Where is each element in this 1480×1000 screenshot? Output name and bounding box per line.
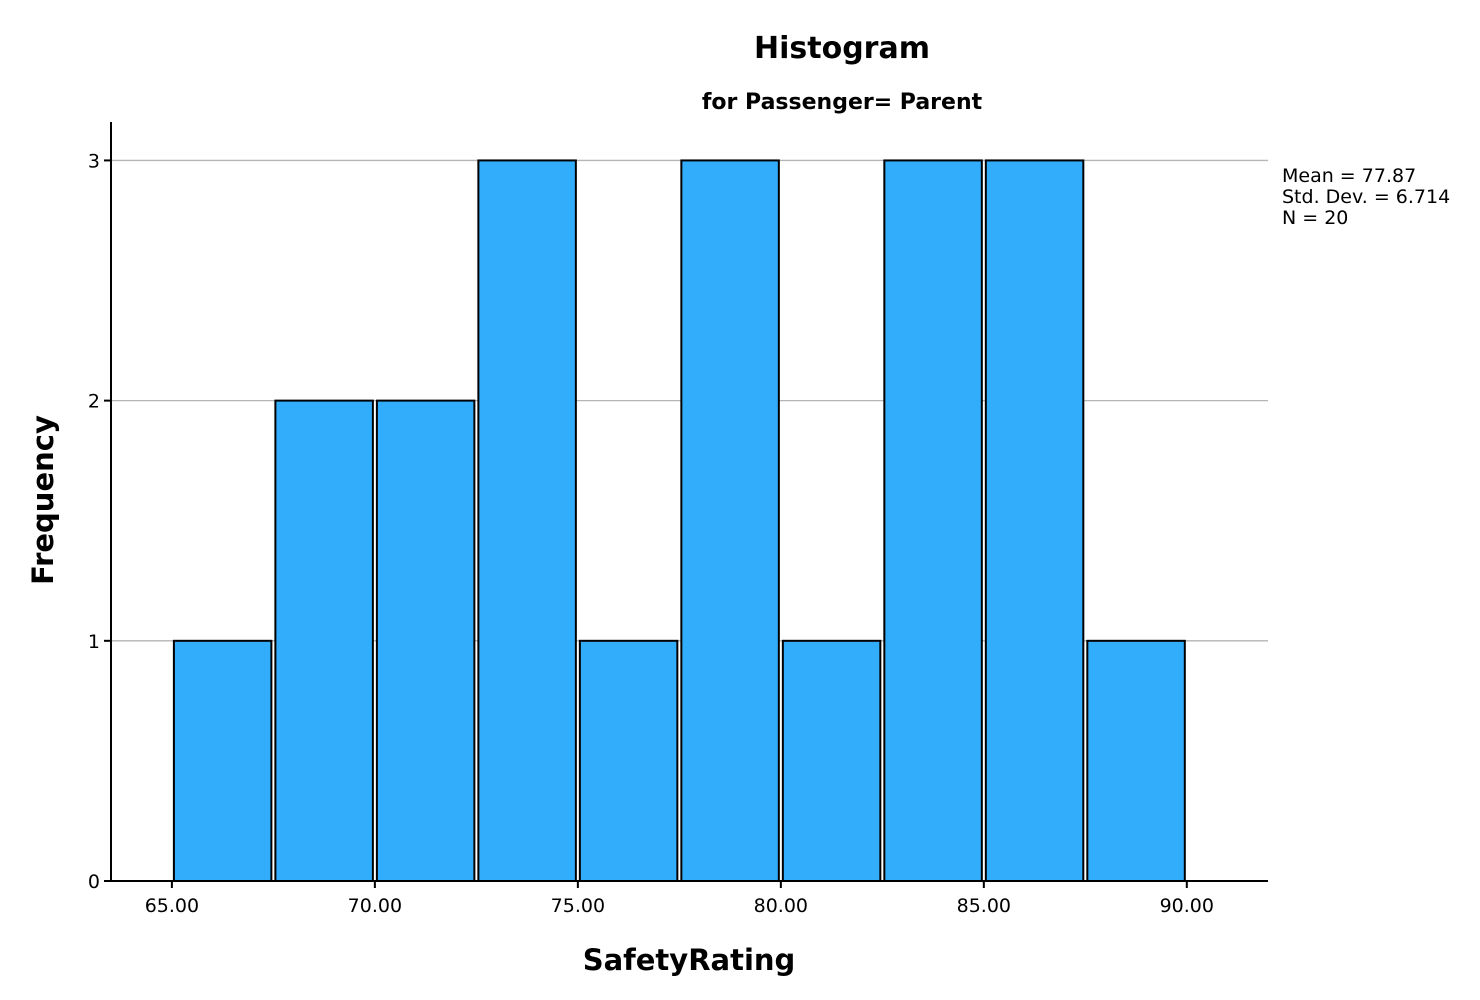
histogram-bar bbox=[883, 159, 983, 883]
y-tick-label: 0 bbox=[88, 871, 100, 893]
y-axis-label: Frequency bbox=[26, 415, 60, 585]
stat-std-dev: Std. Dev. = 6.714 bbox=[1282, 186, 1450, 208]
histogram-bar bbox=[172, 639, 273, 882]
stat-mean: Mean = 77.87 bbox=[1282, 165, 1416, 187]
x-tick-label: 75.00 bbox=[551, 895, 605, 917]
y-axis-ticks: 0 1 2 3 bbox=[88, 150, 111, 893]
histogram-bar bbox=[1086, 639, 1186, 882]
x-tick-label: 80.00 bbox=[754, 895, 808, 917]
y-tick-label: 1 bbox=[88, 631, 100, 653]
y-tick-label: 2 bbox=[88, 391, 100, 413]
x-tick-label: 85.00 bbox=[957, 895, 1011, 917]
histogram-bar bbox=[477, 159, 577, 883]
stats-box: Mean = 77.87 Std. Dev. = 6.714 N = 20 bbox=[1282, 165, 1450, 229]
x-tick-label: 90.00 bbox=[1160, 895, 1214, 917]
histogram-bar bbox=[274, 399, 374, 882]
x-tick-label: 70.00 bbox=[348, 895, 402, 917]
x-axis-ticks: 65.00 70.00 75.00 80.00 85.00 90.00 bbox=[145, 881, 1214, 917]
y-tick-label: 3 bbox=[88, 150, 100, 172]
histogram-bar bbox=[578, 639, 679, 882]
histogram-bar bbox=[984, 159, 1085, 883]
histogram-bar bbox=[375, 399, 476, 882]
chart-subtitle: for Passenger= Parent bbox=[702, 90, 983, 115]
x-tick-label: 65.00 bbox=[145, 895, 199, 917]
histogram-bar bbox=[781, 639, 882, 882]
histogram-bars bbox=[172, 159, 1186, 883]
chart-title: Histogram bbox=[754, 31, 930, 66]
histogram-bar bbox=[680, 159, 780, 883]
x-axis-label: SafetyRating bbox=[583, 943, 796, 977]
stat-n: N = 20 bbox=[1282, 207, 1348, 229]
